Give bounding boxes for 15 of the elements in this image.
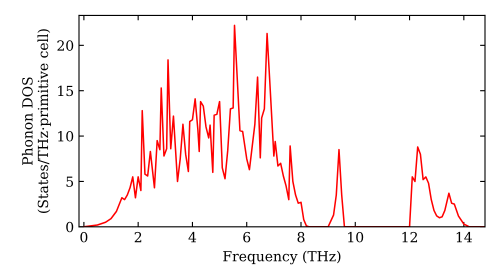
y-tick-label: 20	[57, 40, 74, 51]
x-tick-label: 12	[402, 232, 418, 242]
y-tick-label: 10	[58, 131, 74, 142]
y-axis-title: Phonon DOS (States/THz·primitive cell)	[22, 29, 51, 213]
x-tick-label: 14	[456, 232, 472, 242]
x-tick-label: 10	[348, 232, 364, 242]
y-tick-label: 15	[58, 86, 74, 96]
x-tick-label: 2	[134, 232, 142, 242]
y-tick-label: 0	[66, 222, 74, 232]
x-tick-label: 6	[243, 232, 250, 242]
y-tick-label: 5	[66, 176, 74, 187]
x-tick-label: 4	[188, 232, 196, 242]
x-tick-label: 0	[80, 232, 88, 242]
x-axis-title: Frequency (THz)	[223, 250, 340, 264]
x-tick-label: 8	[298, 232, 304, 242]
